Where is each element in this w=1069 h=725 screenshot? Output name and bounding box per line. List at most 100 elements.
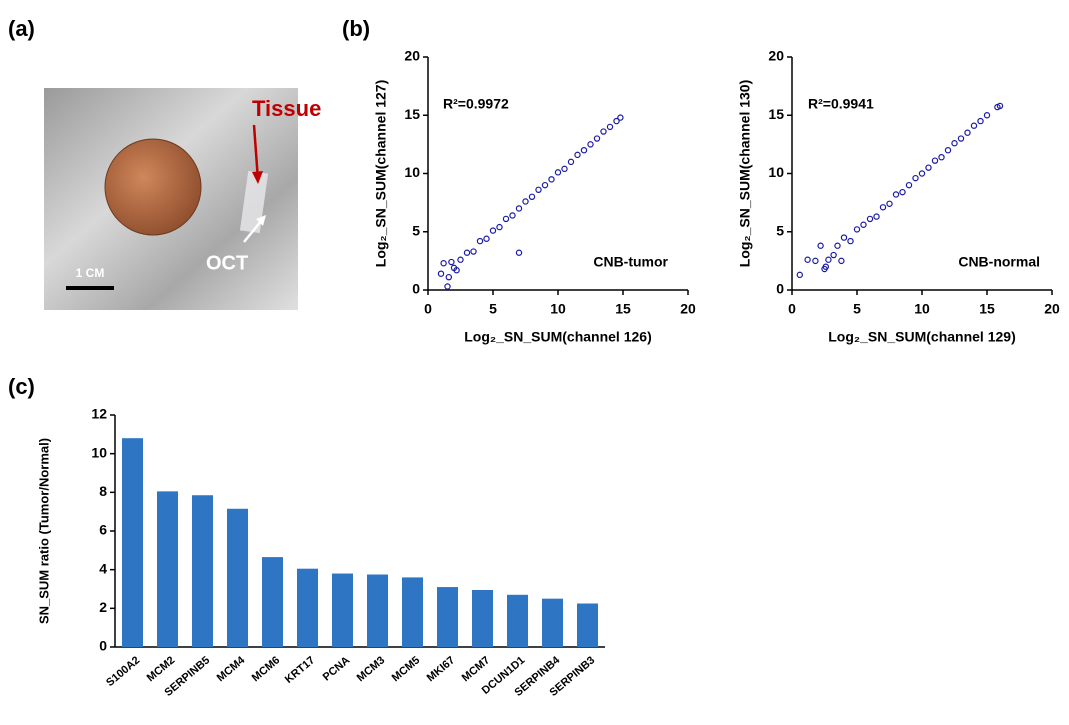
x-tick-label: 20 (680, 301, 696, 317)
y-tick-label: 12 (91, 406, 107, 422)
bar (332, 573, 353, 647)
x-tick-label: MCM4 (215, 654, 248, 685)
bar (367, 574, 388, 647)
point (535, 186, 542, 194)
point (567, 158, 575, 166)
x-tick-label: MCM3 (355, 654, 388, 684)
annotation: R²=0.9941 (808, 96, 874, 112)
point (593, 135, 601, 142)
y-tick-label: 10 (404, 164, 420, 180)
point (574, 151, 581, 159)
x-tick-label: MCM7 (460, 654, 493, 684)
bar (297, 568, 318, 647)
x-tick-label: 15 (979, 301, 995, 317)
arrow (243, 219, 263, 243)
bar (192, 495, 213, 647)
x-tick-label: MKI67 (425, 654, 458, 684)
bar (262, 557, 283, 647)
x-tick-label: 15 (615, 301, 631, 317)
y-tick-label: 8 (99, 483, 107, 499)
point (899, 188, 906, 196)
point (561, 165, 568, 173)
arrow-head (252, 171, 263, 184)
y-tick-label: 6 (99, 522, 107, 538)
point (440, 260, 447, 267)
x-tick-label: 10 (914, 301, 930, 317)
point (931, 157, 939, 164)
point (600, 128, 607, 135)
x-tick-label: 0 (788, 301, 796, 317)
point (822, 263, 830, 270)
bar (507, 594, 528, 647)
y-tick-label: 15 (768, 106, 784, 122)
point (840, 234, 848, 241)
point (463, 249, 471, 256)
x-tick-label: KRT17 (283, 654, 317, 686)
y-tick-label: 20 (768, 48, 784, 64)
x-axis-title: Log₂_SN_SUM(channel 129) (828, 329, 1015, 345)
y-tick-label: 15 (404, 106, 420, 122)
point (613, 117, 620, 125)
x-tick-label: 10 (550, 301, 566, 317)
photo-label: OCT (206, 252, 248, 274)
point (445, 273, 452, 281)
photo-label: 1 CM (76, 266, 105, 280)
x-axis-title: Log₂_SN_SUM(channel 126) (464, 329, 651, 345)
point (951, 140, 958, 147)
point (444, 283, 451, 290)
x-tick-label: 20 (1044, 301, 1060, 317)
point (457, 256, 464, 263)
y-tick-label: 5 (776, 222, 784, 238)
point (886, 200, 893, 207)
point (983, 112, 991, 119)
point (905, 181, 913, 189)
x-tick-label: 5 (489, 301, 497, 317)
point (587, 141, 594, 148)
point (834, 242, 841, 249)
point (996, 102, 1004, 110)
point (866, 215, 874, 223)
point (528, 193, 536, 200)
point (502, 215, 510, 223)
point (853, 226, 861, 233)
x-tick-label: PCNA (321, 654, 353, 683)
bar (472, 589, 493, 647)
point (580, 146, 588, 154)
y-axis-title: Log₂_SN_SUM(channel 130) (737, 80, 753, 267)
penny (104, 138, 202, 236)
bar (122, 438, 143, 647)
y-tick-label: 4 (99, 560, 107, 576)
y-tick-label: 0 (776, 281, 784, 297)
point (617, 114, 624, 121)
arrow-head (256, 215, 266, 226)
y-tick-label: 20 (404, 48, 420, 64)
point (548, 176, 555, 183)
point (509, 212, 516, 219)
bar (577, 603, 598, 647)
y-tick-label: 10 (91, 444, 107, 460)
bar (402, 577, 423, 647)
point (437, 270, 445, 277)
annotation: CNB-tumor (593, 254, 668, 270)
point (541, 181, 549, 189)
x-tick-label: 0 (424, 301, 432, 317)
point (838, 257, 845, 265)
panel-label: (a) (8, 16, 35, 41)
panel-label: (c) (8, 374, 35, 399)
point (483, 235, 490, 242)
x-tick-label: S100A2 (104, 654, 142, 689)
point (496, 223, 503, 231)
annotation: R²=0.9972 (443, 96, 509, 112)
point (450, 264, 458, 272)
point (892, 191, 900, 198)
x-tick-label: 5 (853, 301, 861, 317)
point (522, 198, 529, 205)
bar (157, 491, 178, 647)
panel-label: (b) (342, 16, 370, 41)
point (489, 227, 497, 234)
point (879, 204, 887, 211)
point (925, 164, 932, 171)
point (970, 122, 978, 129)
arrow (252, 124, 260, 181)
